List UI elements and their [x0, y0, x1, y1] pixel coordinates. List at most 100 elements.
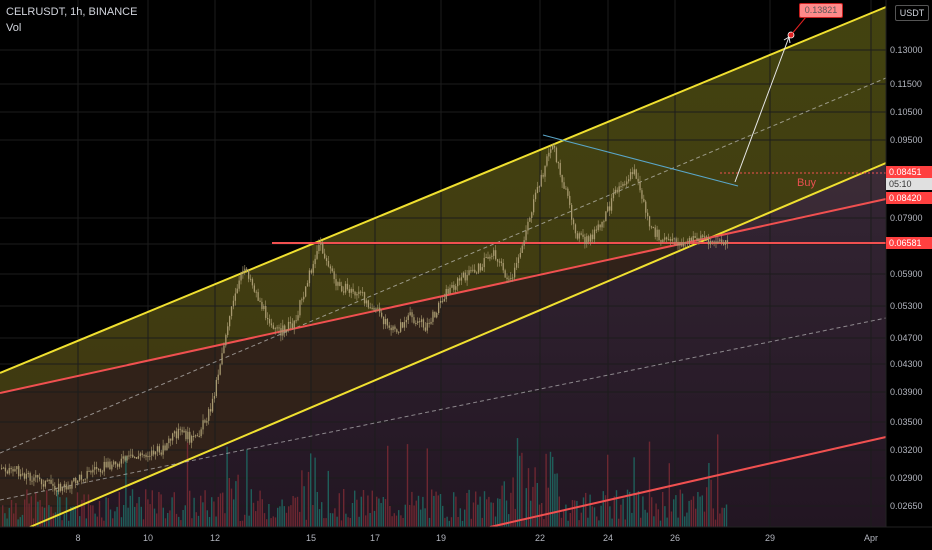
candle	[707, 237, 710, 245]
volume-bar	[470, 518, 472, 527]
candle	[470, 270, 472, 272]
volume-bar	[327, 470, 329, 527]
volume-bar	[140, 506, 142, 527]
candle	[590, 234, 592, 242]
candle	[181, 429, 183, 433]
candle	[593, 229, 596, 240]
candle	[240, 273, 242, 281]
price-tick-label: 0.05900	[890, 269, 923, 279]
volume-bar	[387, 445, 389, 527]
candle	[358, 291, 360, 294]
volume-bar	[153, 508, 156, 527]
candle	[329, 266, 331, 269]
candle	[529, 217, 531, 222]
candle	[502, 263, 504, 271]
volume-bar	[402, 518, 404, 527]
volume-bar	[98, 501, 101, 527]
volume-bar	[193, 497, 195, 527]
volume-bar	[252, 502, 255, 527]
candle	[443, 299, 445, 302]
candle	[609, 206, 611, 211]
candle	[109, 461, 111, 470]
volume-indicator-label[interactable]: Vol	[6, 22, 22, 34]
candle	[401, 322, 404, 328]
candle	[263, 306, 265, 309]
currency-button[interactable]: USDT	[895, 5, 929, 21]
price-tick-label: 0.04700	[890, 333, 923, 343]
candle	[39, 477, 41, 480]
candle	[324, 253, 326, 259]
volume-bar	[259, 490, 261, 527]
candle	[460, 277, 463, 281]
candle	[664, 237, 666, 240]
candle	[35, 475, 37, 478]
candle	[622, 183, 624, 186]
candle	[534, 192, 537, 200]
candle	[327, 261, 330, 267]
volume-bar	[591, 506, 593, 527]
volume-bar	[662, 492, 664, 527]
volume-bar	[123, 505, 125, 527]
volume-bar	[631, 512, 633, 527]
candle	[628, 179, 630, 182]
upper-channel-line	[0, 6, 887, 374]
candle	[234, 293, 236, 301]
volume-bar	[670, 511, 673, 527]
volume-bar	[486, 499, 488, 527]
countdown-tag: 05:10	[886, 178, 932, 190]
volume-bar	[703, 511, 706, 527]
volume-bar	[219, 493, 222, 527]
candle	[20, 474, 22, 477]
candle	[339, 282, 341, 286]
candle	[477, 263, 480, 273]
candle	[700, 235, 702, 239]
projection-arrow-line	[734, 36, 790, 183]
volume-bar	[277, 507, 279, 527]
volume-bar	[604, 495, 607, 527]
volume-bar	[624, 519, 626, 527]
volume-bar	[510, 492, 512, 527]
target-connector	[790, 16, 807, 36]
candle	[179, 428, 181, 430]
volume-bar	[378, 498, 380, 527]
candle	[650, 226, 653, 228]
volume-bar	[582, 497, 585, 527]
candle	[624, 183, 626, 185]
volume-bar	[21, 514, 24, 527]
candle	[280, 328, 282, 336]
candle	[189, 431, 191, 443]
candle	[316, 251, 318, 259]
candle	[94, 467, 96, 470]
volume-bar	[688, 500, 690, 527]
volume-bar	[206, 510, 208, 527]
candle	[603, 221, 605, 223]
candle	[23, 473, 26, 479]
volume-bar	[505, 500, 508, 527]
volume-bar	[41, 506, 43, 527]
candle	[84, 478, 86, 480]
volume-bar	[197, 515, 200, 527]
volume-bar	[191, 518, 193, 527]
candle	[363, 292, 366, 304]
volume-bar	[589, 494, 591, 527]
candle	[419, 321, 421, 323]
volume-bar	[136, 503, 138, 527]
candle	[113, 461, 115, 465]
volume-bar	[230, 488, 233, 527]
volume-bar	[514, 508, 516, 527]
candle	[29, 473, 31, 481]
volume-bar	[285, 512, 288, 527]
candle	[365, 300, 368, 304]
symbol-title: CELRUSDT, 1h, BINANCE	[6, 6, 138, 18]
candle	[31, 480, 33, 482]
volume-bar	[145, 489, 147, 527]
candle	[428, 322, 430, 324]
volume-bar	[618, 518, 620, 527]
buy-annotation: Buy	[797, 177, 816, 189]
volume-bar	[200, 495, 202, 527]
candle	[479, 263, 482, 271]
candle	[284, 325, 286, 333]
volume-bar	[167, 513, 169, 527]
